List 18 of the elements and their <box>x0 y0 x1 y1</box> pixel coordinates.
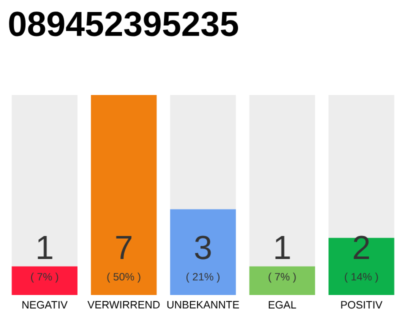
x-tick-label: UNBEKANNTE <box>167 301 239 308</box>
annotation: ( 7% ) <box>31 272 58 283</box>
annotation: ( 50% ) <box>107 272 140 283</box>
bar <box>249 266 316 295</box>
x-tick-label: POSITIV <box>341 301 382 309</box>
chart-title: 089452395235 <box>9 12 238 36</box>
annotation: ( 21% ) <box>186 272 220 283</box>
data-label: 7 <box>116 236 132 259</box>
x-tick-label: EGAL <box>268 301 296 309</box>
data-label: 2 <box>354 236 369 259</box>
x-tick-label: NEGATIV <box>22 301 68 309</box>
annotation: ( 14% ) <box>344 272 378 283</box>
annotation: ( 7% ) <box>268 272 296 283</box>
x-tick-label: VERWIRREND <box>87 301 160 308</box>
bar <box>12 266 78 295</box>
data-label: 1 <box>275 236 290 259</box>
data-label: 1 <box>38 236 52 259</box>
data-label: 3 <box>195 236 211 260</box>
